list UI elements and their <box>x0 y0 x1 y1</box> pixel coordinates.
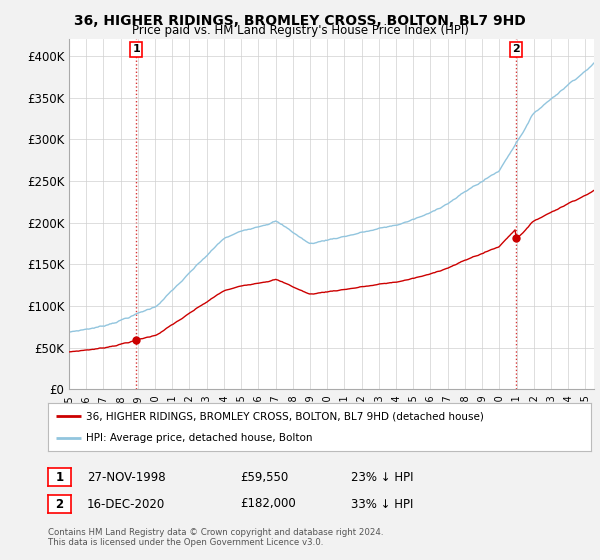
Text: 27-NOV-1998: 27-NOV-1998 <box>87 470 166 484</box>
Text: HPI: Average price, detached house, Bolton: HPI: Average price, detached house, Bolt… <box>86 433 313 443</box>
Text: 36, HIGHER RIDINGS, BROMLEY CROSS, BOLTON, BL7 9HD (detached house): 36, HIGHER RIDINGS, BROMLEY CROSS, BOLTO… <box>86 411 484 421</box>
Text: 1: 1 <box>132 44 140 54</box>
Text: 23% ↓ HPI: 23% ↓ HPI <box>351 470 413 484</box>
Text: 36, HIGHER RIDINGS, BROMLEY CROSS, BOLTON, BL7 9HD: 36, HIGHER RIDINGS, BROMLEY CROSS, BOLTO… <box>74 14 526 28</box>
Text: Price paid vs. HM Land Registry's House Price Index (HPI): Price paid vs. HM Land Registry's House … <box>131 24 469 37</box>
Text: 2: 2 <box>512 44 520 54</box>
Text: £59,550: £59,550 <box>240 470 288 484</box>
Text: 33% ↓ HPI: 33% ↓ HPI <box>351 497 413 511</box>
Text: 2: 2 <box>55 497 64 511</box>
Text: Contains HM Land Registry data © Crown copyright and database right 2024.
This d: Contains HM Land Registry data © Crown c… <box>48 528 383 547</box>
Text: 16-DEC-2020: 16-DEC-2020 <box>87 497 165 511</box>
Text: £182,000: £182,000 <box>240 497 296 511</box>
Text: 1: 1 <box>55 470 64 484</box>
